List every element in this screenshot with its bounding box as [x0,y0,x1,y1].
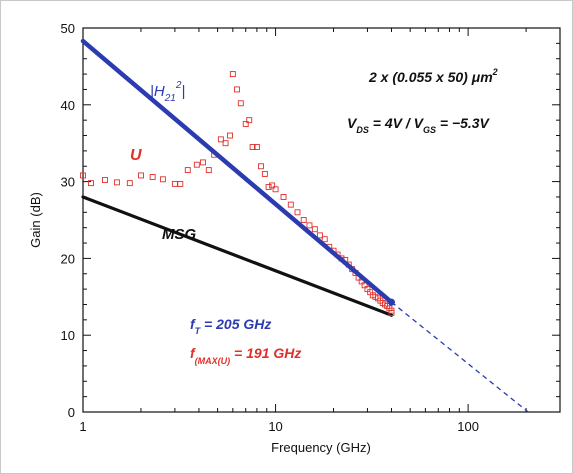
h21-label-sub: 21 [164,93,176,104]
fmax-sub: (MAX(U) [195,356,231,366]
u-data-point [237,100,244,107]
u-data-point [249,144,256,150]
y-tick-label: 40 [61,98,75,113]
u-data-point [184,167,191,174]
u-data-point [229,71,236,78]
h21-label: |H21 2| [150,80,185,104]
u-data-point [265,184,272,190]
fmax-value: = 191 GHz [230,345,301,361]
y-axis-title: Gain (dB) [28,192,43,248]
y-tick-label: 30 [61,175,75,190]
u-data-point [217,136,224,143]
u-data-point [177,180,184,187]
u-data-point [321,236,328,243]
x-tick-label: 10 [268,419,282,434]
h21-extrapolation-dashed-line [391,301,529,413]
u-data-point [126,180,133,187]
y-tick-label: 50 [61,21,75,36]
h21-label-post: | [181,83,185,100]
bias-label: VDS = 4V / VGS = −5.3V [347,115,491,135]
vgs-sub: GS [423,125,436,135]
y-tick-labels: 0 10 20 30 40 50 [61,21,75,420]
x-tick-label: 1 [79,419,86,434]
u-data-point [280,194,287,200]
ft-label: fT = 205 GHz [190,316,271,336]
fmax-f: f [190,345,196,361]
ft-value: = 205 GHz [200,316,271,332]
h21-line [80,38,394,305]
u-data-point [205,167,212,174]
vds-sub: DS [356,125,369,135]
u-data-point [138,172,144,179]
geometry-unit: μm [471,69,493,85]
u-data-point [149,174,156,180]
u-data-point [159,176,166,183]
ft-f: f [190,316,196,332]
plot-area [82,27,561,413]
u-data-point [233,86,240,93]
h21-endpoint-marker [387,298,395,306]
vds-v: V [347,115,358,131]
u-data-point [388,309,395,316]
u-data-point [311,226,318,233]
x-axis-title: Frequency (GHz) [271,440,371,455]
msg-label: MSG [162,226,197,243]
u-data-point [294,209,301,216]
vgs-v: V [414,115,425,131]
u-data-point [253,144,260,150]
u-data-point [261,170,268,177]
u-data-point [269,182,276,189]
u-data-point [300,217,307,223]
bias-post: = −5.3V [436,115,491,131]
y-tick-label: 20 [61,251,75,266]
h21-label-sup: 2 [175,80,182,91]
u-data-point [88,180,94,187]
u-data-point [287,201,294,208]
u-data-point [200,159,206,166]
x-tick-label: 100 [457,419,479,434]
u-data-point [258,163,264,170]
geometry-pre: 2 x (0.055 x 50) [368,69,472,85]
u-data-point [272,186,279,193]
u-data-point [193,161,200,168]
h21-label-pre: |H [150,83,165,100]
u-data-point [316,232,323,239]
u-data-point [113,179,120,186]
fmax-label: f(MAX(U) = 191 GHz [190,345,301,366]
ft-sub: T [195,326,202,336]
axis-ticks [82,27,561,413]
bias-mid: = 4V / [369,115,414,131]
u-data-point [246,117,253,124]
u-data-point [227,132,233,139]
series-layer [80,38,529,413]
geometry-sup: 2 [492,67,498,77]
y-tick-label: 10 [61,328,75,343]
u-data-point [242,121,249,127]
u-data-point [80,172,86,179]
geometry-label: 2 x (0.055 x 50) μm2 [368,67,498,85]
u-data-point [101,177,108,184]
x-tick-labels: 1 10 100 [79,419,479,434]
u-data-point [222,140,229,147]
u-data-point [171,180,178,187]
u-label: U [130,147,142,164]
y-tick-label: 0 [68,405,75,420]
u-data-point [306,222,313,229]
msg-line [81,195,394,317]
